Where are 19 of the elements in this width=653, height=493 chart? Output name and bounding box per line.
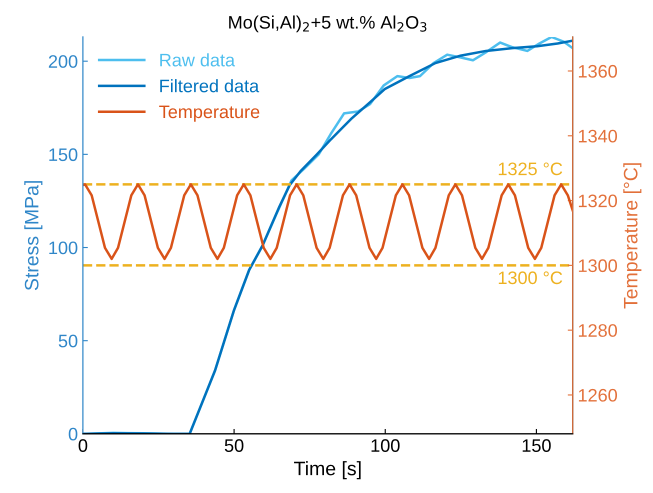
x-tick-label: 0	[78, 439, 88, 452]
y-tick-label: 50	[58, 334, 78, 348]
x-axis-title: Time [s]	[294, 461, 361, 480]
y2-tick-label: 1320	[578, 194, 617, 208]
y-tick-label: 0	[68, 428, 78, 441]
x-tick-label: 100	[372, 439, 400, 452]
y2-tick-label: 1260	[578, 388, 617, 402]
y2-tick-label: 1300	[578, 259, 617, 272]
y2-axis-title: Temperature [°C]	[623, 163, 642, 309]
y2-tick-label: 1340	[578, 130, 617, 143]
chart-title: Mo(Si,Al)$_{2}$+5 wt.% Al$_{2}$O$_{3}$	[229, 15, 426, 32]
y2-tick-label: 1360	[578, 64, 617, 78]
y-axis-title: Stress [MPa]	[24, 181, 42, 290]
y-tick-label: 150	[49, 148, 78, 162]
y2-tick-label: 1280	[578, 324, 617, 337]
x-tick-label: 150	[522, 439, 551, 452]
y-tick-label: 100	[49, 241, 78, 254]
y-tick-label: 200	[48, 55, 78, 68]
x-tick-label: 50	[224, 439, 244, 452]
